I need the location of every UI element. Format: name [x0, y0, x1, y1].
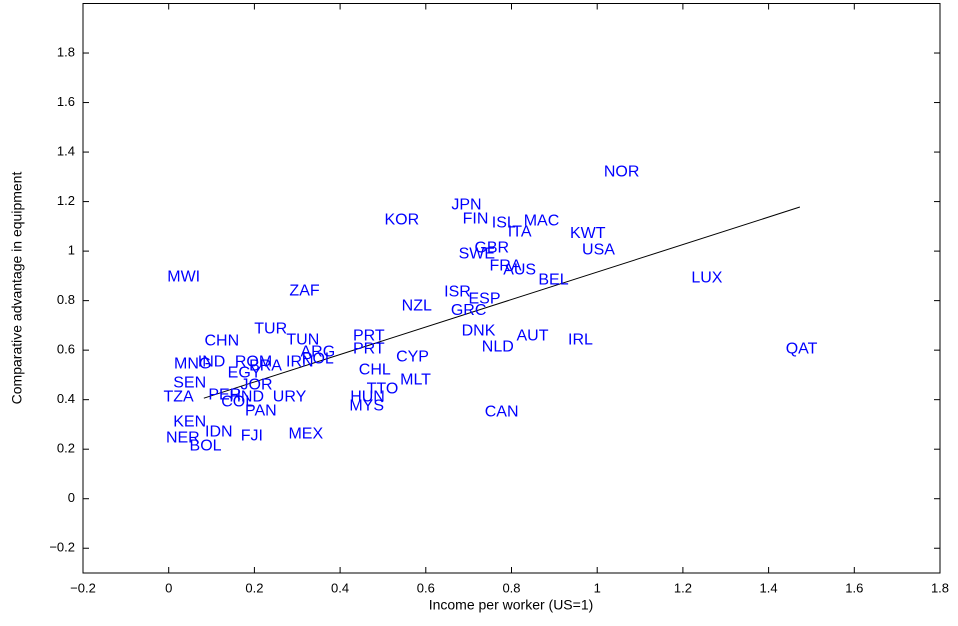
y-tick-label: 1.2 — [57, 193, 75, 208]
point-label: BEL — [538, 271, 568, 288]
point-label: NZL — [402, 297, 432, 314]
point-label: AUS — [503, 261, 536, 278]
point-label: IRN — [286, 353, 314, 370]
point-label: JOR — [241, 376, 273, 393]
point-label: IRL — [568, 331, 593, 348]
x-tick-label: 1.8 — [931, 580, 949, 595]
y-tick-label: 1.4 — [57, 144, 75, 159]
plot-frame — [82, 3, 941, 574]
y-tick-label: 0.6 — [57, 342, 75, 357]
point-label: FRA — [490, 257, 522, 274]
point-label: ESP — [468, 290, 500, 307]
point-label: FJI — [241, 427, 263, 444]
point-label: ISR — [444, 283, 471, 300]
point-label: KWT — [570, 225, 606, 242]
point-label: MAC — [524, 212, 560, 229]
y-tick-label: 1 — [68, 243, 75, 258]
y-tick-label: −0.2 — [49, 540, 75, 555]
point-label: MWI — [167, 268, 200, 285]
point-label: NLD — [482, 338, 514, 355]
y-tick-label: 0 — [68, 490, 75, 505]
y-tick-label: 0.2 — [57, 441, 75, 456]
x-axis-label: Income per worker (US=1) — [429, 597, 594, 613]
point-label: TZA — [163, 388, 194, 405]
x-tick-label: −0.2 — [70, 580, 96, 595]
point-label: MYS — [349, 397, 384, 414]
point-label: KOR — [384, 211, 419, 228]
x-tick-label: 1.4 — [760, 580, 778, 595]
point-label: GBR — [474, 239, 509, 256]
point-label: NER — [166, 430, 200, 447]
x-tick-label: 0.4 — [331, 580, 349, 595]
x-tick-label: 0.8 — [502, 580, 520, 595]
point-label: BOL — [190, 437, 222, 454]
point-label: ITA — [508, 223, 532, 240]
point-label: ZAF — [289, 282, 319, 299]
point-label: SEN — [173, 374, 206, 391]
point-label: GRC — [451, 302, 487, 319]
x-tick-label: 1.6 — [845, 580, 863, 595]
point-label: MEX — [288, 425, 323, 442]
point-label: EGY — [228, 364, 262, 381]
point-label: TUR — [254, 320, 287, 337]
point-label: NOR — [604, 163, 640, 180]
point-label: CAN — [485, 404, 519, 421]
point-label: ROM — [235, 353, 272, 370]
x-tick-label: 1.2 — [674, 580, 692, 595]
point-label: LUX — [691, 269, 722, 286]
point-label: MLT — [400, 371, 431, 388]
point-label: BRA — [249, 357, 282, 374]
point-label: PRT — [353, 327, 385, 344]
y-tick-label: 0.8 — [57, 292, 75, 307]
point-label: ISL — [492, 214, 516, 231]
point-label: URY — [273, 388, 307, 405]
point-label: IDN — [205, 423, 233, 440]
point-label: DNK — [462, 322, 496, 339]
point-label: KEN — [173, 413, 206, 430]
y-tick-label: 1.8 — [57, 44, 75, 59]
point-label: ARG — [300, 343, 335, 360]
point-label: CYP — [396, 348, 429, 365]
point-label: FIN — [463, 210, 489, 227]
point-label: USA — [582, 241, 615, 258]
point-label: AUT — [516, 327, 548, 344]
y-axis-label: Comparative advantage in equipment — [9, 172, 25, 405]
y-tick-label: 0.4 — [57, 391, 75, 406]
point-label: TTO — [367, 380, 399, 397]
x-tick-label: 1 — [594, 580, 601, 595]
point-label: POL — [302, 350, 334, 367]
point-label: TUN — [286, 331, 319, 348]
y-tick-label: 1.6 — [57, 94, 75, 109]
point-label: PRT — [353, 340, 385, 357]
x-tick-label: 0.6 — [417, 580, 435, 595]
x-tick-label: 0 — [165, 580, 172, 595]
point-label: CHL — [359, 361, 391, 378]
point-label: HUN — [350, 388, 385, 405]
point-label: QAT — [786, 340, 818, 357]
point-label: COL — [221, 393, 254, 410]
x-tick-label: 0.2 — [245, 580, 263, 595]
point-label: MNG — [174, 355, 211, 372]
point-label: HND — [229, 388, 264, 405]
point-label: CHN — [204, 332, 239, 349]
point-label: PER — [208, 386, 241, 403]
trend-line — [203, 206, 801, 399]
point-label: IND — [198, 353, 226, 370]
point-label: PAN — [245, 402, 277, 419]
point-label: SWE — [459, 245, 495, 262]
point-label: JPN — [451, 196, 481, 213]
